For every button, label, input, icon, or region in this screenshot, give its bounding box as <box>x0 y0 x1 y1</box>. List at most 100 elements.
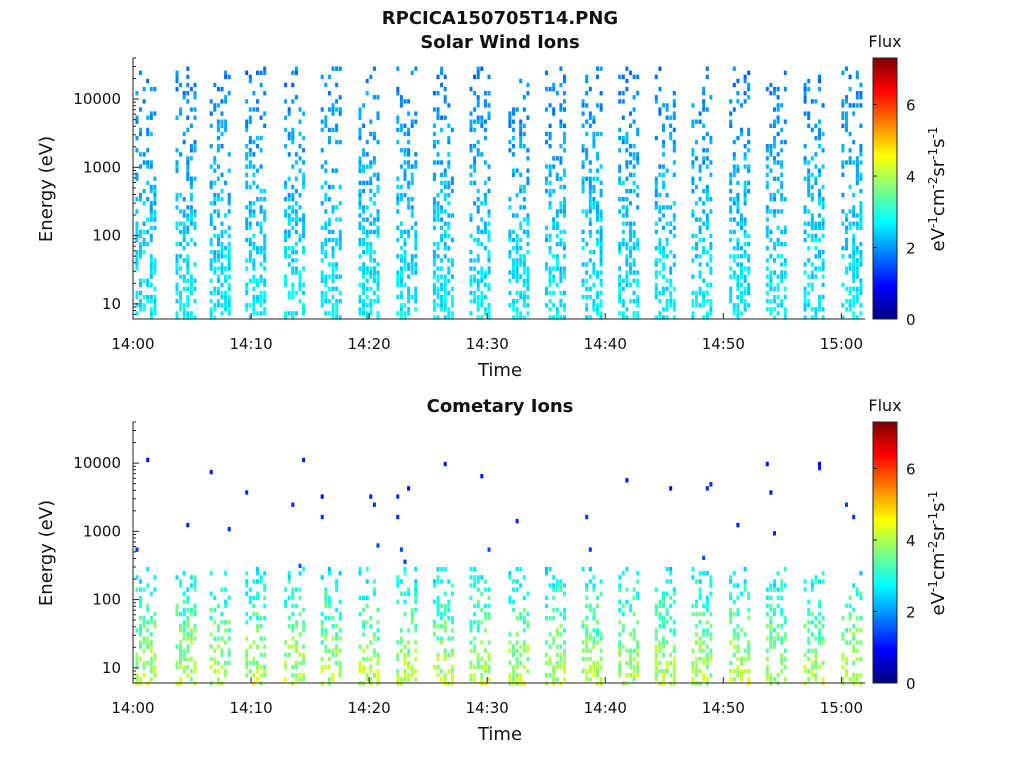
heatmap-cell <box>153 587 157 592</box>
heatmap-cell <box>298 660 302 666</box>
heatmap-cell <box>175 197 179 202</box>
x-axis-label: Time <box>477 360 522 381</box>
heatmap-cell <box>407 197 411 202</box>
heatmap-cell <box>818 620 821 625</box>
heatmap-cell <box>186 303 190 308</box>
colorbar-gradient <box>872 421 898 684</box>
heatmap-cell <box>740 217 743 222</box>
heatmap-cell <box>139 164 142 169</box>
heatmap-cell <box>773 258 776 263</box>
heatmap-cell <box>179 303 183 308</box>
heatmap-cell <box>220 99 224 104</box>
heatmap-cell <box>189 583 193 588</box>
heatmap-cell <box>552 156 556 161</box>
heatmap-cell <box>179 274 183 279</box>
heatmap-cell <box>662 180 665 186</box>
x-tick-label: 14:40 <box>584 699 627 717</box>
heatmap-cell <box>629 160 632 165</box>
heatmap-cell <box>263 673 267 678</box>
heatmap-cell <box>807 677 811 682</box>
heatmap-cell <box>698 640 702 645</box>
heatmap-cell <box>335 286 339 292</box>
heatmap-cell <box>803 664 807 670</box>
heatmap-cell <box>483 127 487 133</box>
heatmap-cell <box>327 603 331 609</box>
heatmap-cell <box>740 246 743 251</box>
heatmap-cell <box>669 486 673 491</box>
heatmap-cell <box>526 286 530 292</box>
heatmap-cell <box>362 664 366 670</box>
heatmap-cell <box>432 258 436 263</box>
heatmap-cell <box>220 664 224 670</box>
plot-axes: 14:00 14:10 14:20 14:30 14:40 14:50 15:0010100… <box>73 421 865 717</box>
heatmap-cell <box>298 587 302 592</box>
heatmap-cell <box>369 616 373 621</box>
heatmap-cell <box>291 636 295 641</box>
heatmap-cell <box>859 225 863 230</box>
heatmap-cell <box>702 628 706 633</box>
heatmap-cell <box>256 168 259 173</box>
heatmap-cell <box>555 677 559 682</box>
heatmap-cell <box>220 611 224 617</box>
heatmap-cell <box>216 176 220 181</box>
heatmap-cell <box>581 99 585 104</box>
heatmap-cell <box>821 233 825 239</box>
heatmap-cell <box>769 628 773 633</box>
heatmap-cell <box>512 299 515 304</box>
heatmap-cell <box>729 595 733 600</box>
heatmap-cell <box>848 307 852 312</box>
heatmap-cell <box>220 254 224 259</box>
heatmap-cell <box>852 258 856 263</box>
heatmap-cell <box>410 205 414 210</box>
heatmap-cell <box>736 664 740 670</box>
unit-exp: -1 <box>926 148 940 160</box>
heatmap-cell <box>294 95 298 100</box>
heatmap-cell <box>327 217 331 222</box>
heatmap-cell <box>508 599 512 605</box>
heatmap-cell <box>440 611 444 617</box>
heatmap-cell <box>142 221 146 226</box>
heatmap-cell <box>263 664 267 670</box>
heatmap-cell <box>220 587 224 592</box>
heatmap-cell <box>209 221 213 226</box>
heatmap-cell <box>559 587 563 592</box>
heatmap-cell <box>803 176 807 181</box>
heatmap-cell <box>662 246 665 251</box>
heatmap-cell <box>146 628 150 633</box>
heatmap-cell <box>821 616 825 621</box>
heatmap-cell <box>153 217 157 222</box>
heatmap-cell <box>365 229 369 235</box>
heatmap-cell <box>302 180 306 186</box>
heatmap-cell <box>548 567 552 572</box>
heatmap-cell <box>625 478 629 483</box>
heatmap-cell <box>224 599 228 605</box>
heatmap-cell <box>618 127 622 133</box>
heatmap-cell <box>596 673 599 678</box>
heatmap-cell <box>335 660 339 666</box>
heatmap-cell <box>376 636 380 641</box>
heatmap-cell <box>252 262 256 267</box>
heatmap-cell <box>780 209 784 214</box>
heatmap-cell <box>487 595 491 600</box>
heatmap-cell <box>447 307 451 312</box>
heatmap-cell <box>447 213 451 218</box>
heatmap-cell <box>581 176 585 181</box>
heatmap-cell <box>632 611 636 617</box>
heatmap-cell <box>469 660 473 666</box>
heatmap-cell <box>193 583 197 588</box>
heatmap-cell <box>220 144 224 149</box>
heatmap-cell <box>859 241 863 247</box>
heatmap-cell <box>142 278 146 283</box>
heatmap-cell <box>476 254 480 259</box>
heatmap-cell <box>555 225 559 230</box>
heatmap-cell <box>658 241 662 247</box>
heatmap-cell <box>743 241 747 247</box>
heatmap-cell <box>146 160 150 165</box>
heatmap-cell <box>585 209 589 214</box>
heatmap-cell <box>447 599 451 605</box>
heatmap-cell <box>555 221 559 226</box>
heatmap-cell <box>596 131 599 137</box>
heatmap-cell <box>447 669 451 674</box>
heatmap-cell <box>447 135 451 141</box>
heatmap-cell <box>662 640 665 645</box>
